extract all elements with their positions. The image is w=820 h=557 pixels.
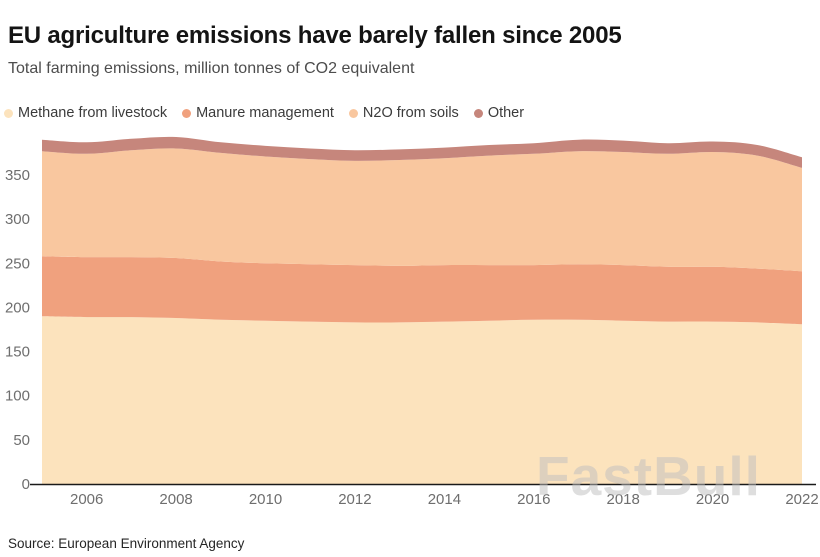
x-tick-label: 2016 bbox=[517, 491, 550, 508]
legend-item-methane-from-livestock: Methane from livestock bbox=[4, 105, 167, 121]
area-other bbox=[42, 136, 802, 168]
y-tick-label: 200 bbox=[5, 299, 30, 316]
x-tick-label: 2022 bbox=[785, 491, 818, 508]
x-tick-label: 2014 bbox=[428, 491, 461, 508]
x-tick-label: 2018 bbox=[607, 491, 640, 508]
y-tick-label: 250 bbox=[5, 255, 30, 272]
legend-dot-manure-management bbox=[182, 108, 192, 118]
legend: Methane from livestock Manure management N… bbox=[4, 105, 524, 121]
legend-item-other: Other bbox=[473, 105, 525, 121]
legend-label: N2O from soils bbox=[362, 105, 459, 121]
page-title: EU agriculture emissions have barely fal… bbox=[8, 22, 622, 50]
x-tick-label: 2010 bbox=[249, 491, 282, 508]
x-tick-label: 2008 bbox=[159, 491, 192, 508]
legend-label: Methane from livestock bbox=[18, 105, 168, 121]
x-tick-label: 2006 bbox=[70, 491, 103, 508]
area-n2o-from-soils bbox=[42, 148, 802, 272]
chart-subtitle: Total farming emissions, million tonnes … bbox=[8, 60, 415, 77]
area-methane-from-livestock bbox=[42, 316, 802, 484]
source-credit: Source: European Environment Agency bbox=[8, 536, 245, 551]
legend-label: Manure management bbox=[196, 105, 334, 121]
legend-dot-n2o-from-soils bbox=[348, 108, 358, 118]
y-tick-label: 300 bbox=[5, 211, 30, 228]
y-tick-label: 50 bbox=[13, 432, 30, 449]
x-tick-label: 2020 bbox=[696, 491, 729, 508]
y-tick-label: 100 bbox=[5, 388, 30, 405]
y-tick-label: 150 bbox=[5, 344, 30, 361]
y-tick-label: 350 bbox=[5, 167, 30, 184]
watermark: FastBull bbox=[536, 445, 761, 507]
y-tick-label: 0 bbox=[22, 476, 30, 493]
legend-item-manure-management: Manure management bbox=[182, 105, 334, 121]
legend-label: Other bbox=[487, 105, 525, 121]
legend-item-n2o-from-soils: N2O from soils bbox=[348, 105, 459, 121]
x-tick-label: 2012 bbox=[338, 491, 371, 508]
area-manure-management bbox=[42, 256, 802, 325]
legend-dot-methane-from-livestock bbox=[4, 108, 13, 118]
legend-dot-other bbox=[473, 108, 483, 118]
